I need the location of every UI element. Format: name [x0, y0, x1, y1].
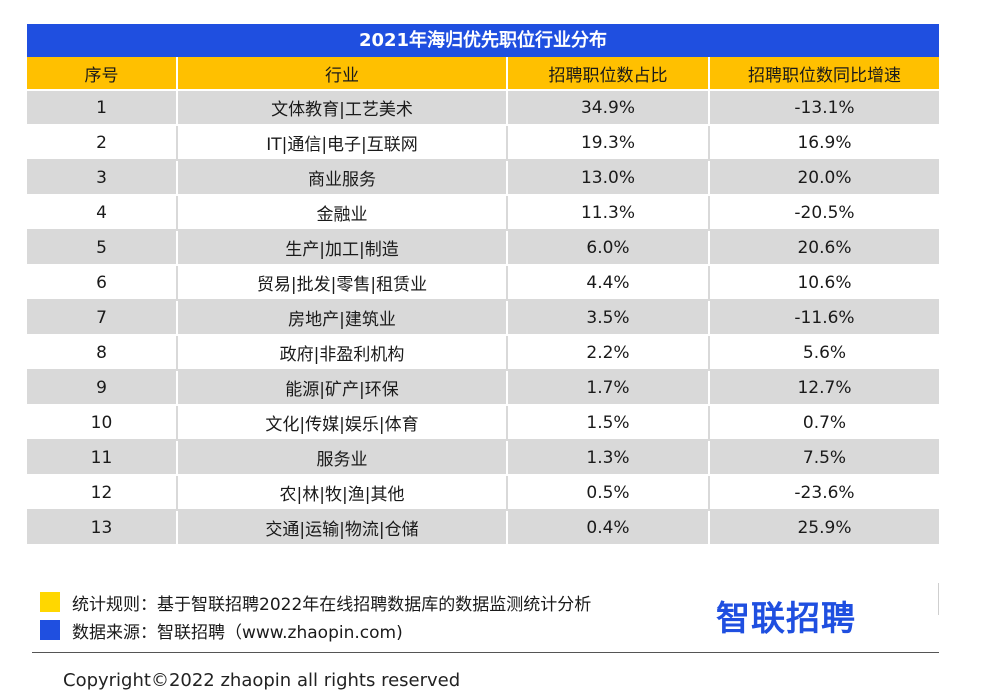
cell-index: 2 [27, 125, 178, 161]
cell-share: 2.2% [507, 335, 710, 371]
cell-growth: 20.0% [709, 160, 939, 196]
cell-share: 3.5% [507, 300, 710, 336]
header-industry: 行业 [177, 57, 508, 91]
table-row: 6 贸易|批发|零售|租赁业 4.4% 10.6% [27, 265, 939, 301]
table-row: 9 能源|矿产|环保 1.7% 12.7% [27, 370, 939, 406]
cell-index: 10 [27, 405, 178, 441]
cell-index: 7 [27, 300, 178, 336]
cell-index: 6 [27, 265, 178, 301]
cell-growth: -23.6% [709, 475, 939, 511]
table-row: 5 生产|加工|制造 6.0% 20.6% [27, 230, 939, 266]
header-index: 序号 [27, 57, 178, 91]
logo-divider [938, 583, 939, 615]
cell-share: 34.9% [507, 90, 710, 126]
cell-industry: 房地产|建筑业 [177, 300, 508, 336]
table-row: 7 房地产|建筑业 3.5% -11.6% [27, 300, 939, 336]
cell-growth: 10.6% [709, 265, 939, 301]
cell-industry: 文体教育|工艺美术 [177, 90, 508, 126]
blue-square-icon [40, 620, 60, 640]
cell-index: 4 [27, 195, 178, 231]
note-source-text: 数据来源：智联招聘（www.zhaopin.com) [72, 622, 403, 643]
table-row: 3 商业服务 13.0% 20.0% [27, 160, 939, 196]
cell-growth: 12.7% [709, 370, 939, 406]
header-growth: 招聘职位数同比增速 [709, 57, 939, 91]
cell-share: 1.5% [507, 405, 710, 441]
footer-divider [32, 652, 939, 653]
cell-growth: -11.6% [709, 300, 939, 336]
table-row: 11 服务业 1.3% 7.5% [27, 440, 939, 476]
cell-growth: 25.9% [709, 510, 939, 546]
cell-industry: IT|通信|电子|互联网 [177, 125, 508, 161]
table-row: 8 政府|非盈利机构 2.2% 5.6% [27, 335, 939, 371]
table-row: 13 交通|运输|物流|仓储 0.4% 25.9% [27, 510, 939, 546]
industry-table: 序号 行业 招聘职位数占比 招聘职位数同比增速 1 文体教育|工艺美术 34.9% -… [27, 57, 939, 546]
cell-industry: 交通|运输|物流|仓储 [177, 510, 508, 546]
note-rule-text: 统计规则：基于智联招聘2022年在线招聘数据库的数据监测统计分析 [72, 594, 592, 615]
cell-share: 6.0% [507, 230, 710, 266]
cell-index: 13 [27, 510, 178, 546]
table-title: 2021年海归优先职位行业分布 [27, 24, 939, 57]
note-rule: 统计规则：基于智联招聘2022年在线招聘数据库的数据监测统计分析 [40, 588, 591, 616]
cell-index: 11 [27, 440, 178, 476]
cell-growth: 0.7% [709, 405, 939, 441]
zhaopin-logo: 智联招聘 [716, 599, 856, 639]
note-source: 数据来源：智联招聘（www.zhaopin.com) [40, 616, 591, 644]
table-row: 2 IT|通信|电子|互联网 19.3% 16.9% [27, 125, 939, 161]
cell-share: 19.3% [507, 125, 710, 161]
cell-industry: 能源|矿产|环保 [177, 370, 508, 406]
cell-industry: 文化|传媒|娱乐|体育 [177, 405, 508, 441]
header-row: 序号 行业 招聘职位数占比 招聘职位数同比增速 [27, 57, 939, 91]
cell-share: 0.5% [507, 475, 710, 511]
table-row: 12 农|林|牧|渔|其他 0.5% -23.6% [27, 475, 939, 511]
cell-industry: 生产|加工|制造 [177, 230, 508, 266]
data-table-panel: 2021年海归优先职位行业分布 序号 行业 招聘职位数占比 招聘职位数同比增速 … [27, 24, 939, 546]
cell-growth: 16.9% [709, 125, 939, 161]
notes: 统计规则：基于智联招聘2022年在线招聘数据库的数据监测统计分析 数据来源：智联… [40, 588, 591, 644]
cell-index: 3 [27, 160, 178, 196]
cell-index: 1 [27, 90, 178, 126]
table-row: 4 金融业 11.3% -20.5% [27, 195, 939, 231]
cell-growth: 5.6% [709, 335, 939, 371]
cell-growth: 20.6% [709, 230, 939, 266]
cell-share: 1.3% [507, 440, 710, 476]
cell-index: 12 [27, 475, 178, 511]
cell-growth: -20.5% [709, 195, 939, 231]
cell-index: 9 [27, 370, 178, 406]
yellow-square-icon [40, 592, 60, 612]
cell-share: 0.4% [507, 510, 710, 546]
cell-industry: 政府|非盈利机构 [177, 335, 508, 371]
cell-index: 8 [27, 335, 178, 371]
cell-industry: 贸易|批发|零售|租赁业 [177, 265, 508, 301]
cell-share: 11.3% [507, 195, 710, 231]
table-row: 1 文体教育|工艺美术 34.9% -13.1% [27, 90, 939, 126]
cell-share: 1.7% [507, 370, 710, 406]
cell-share: 4.4% [507, 265, 710, 301]
header-share: 招聘职位数占比 [507, 57, 710, 91]
cell-industry: 农|林|牧|渔|其他 [177, 475, 508, 511]
cell-growth: -13.1% [709, 90, 939, 126]
copyright-text: Copyright©2022 zhaopin all rights reserv… [63, 670, 461, 691]
cell-index: 5 [27, 230, 178, 266]
cell-industry: 金融业 [177, 195, 508, 231]
table-row: 10 文化|传媒|娱乐|体育 1.5% 0.7% [27, 405, 939, 441]
cell-industry: 服务业 [177, 440, 508, 476]
cell-industry: 商业服务 [177, 160, 508, 196]
cell-share: 13.0% [507, 160, 710, 196]
cell-growth: 7.5% [709, 440, 939, 476]
